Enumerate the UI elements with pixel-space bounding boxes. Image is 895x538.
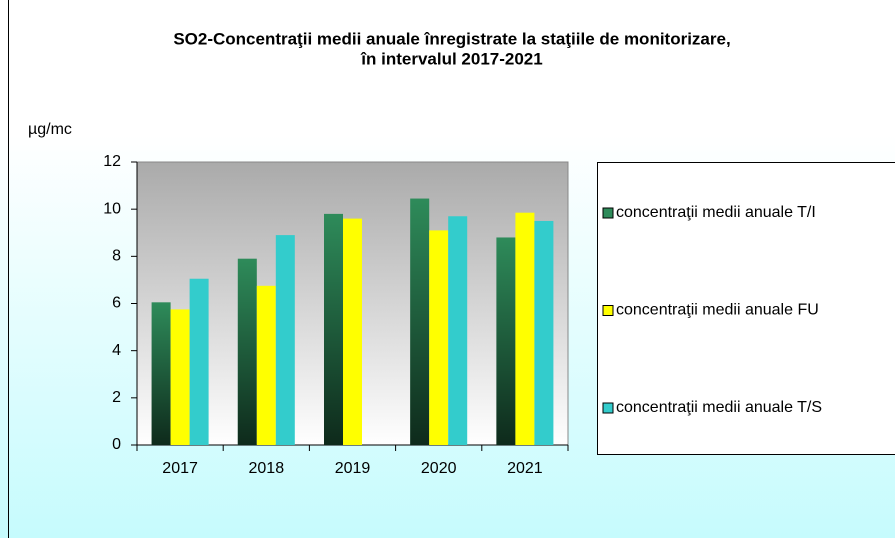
x-tick-label: 2019: [335, 460, 371, 477]
legend-swatch: [602, 207, 614, 219]
legend: [597, 162, 895, 455]
bar: [534, 220, 554, 445]
bar: [170, 309, 190, 445]
bar-shade: [496, 237, 516, 445]
y-tick-label: 2: [112, 389, 121, 406]
bar-shade: [324, 213, 343, 445]
bar: [275, 235, 295, 445]
y-tick-label: 4: [112, 342, 121, 359]
legend-label: concentraţii medii anuale T/S: [616, 399, 822, 416]
bar: [256, 285, 276, 445]
x-tick-label: 2017: [162, 460, 198, 477]
x-tick-label: 2020: [421, 460, 457, 477]
bar: [343, 218, 362, 445]
bar-shade: [151, 302, 171, 445]
legend-swatch: [602, 305, 614, 316]
bar-shade: [237, 258, 257, 445]
y-tick-label: 8: [112, 248, 121, 265]
bar: [429, 230, 449, 445]
x-tick-label: 2021: [507, 460, 543, 477]
y-tick-label: 10: [103, 200, 121, 217]
chart-title: SO2-Concentraţii medii anuale înregistra…: [173, 29, 730, 48]
legend-swatch: [602, 402, 614, 414]
y-tick-label: 6: [112, 295, 121, 312]
y-axis-label: µg/mc: [28, 121, 72, 138]
chart-title: în intervalul 2017-2021: [360, 49, 542, 68]
bar-shade: [410, 198, 430, 445]
bar: [189, 278, 209, 445]
legend-label: concentraţii medii anuale T/I: [616, 204, 816, 221]
y-tick-label: 12: [103, 153, 121, 170]
y-tick-label: 0: [112, 436, 121, 453]
legend-label: concentraţii medii anuale FU: [616, 302, 819, 319]
bar: [448, 216, 468, 445]
bar: [515, 212, 535, 445]
x-tick-label: 2018: [249, 460, 285, 477]
